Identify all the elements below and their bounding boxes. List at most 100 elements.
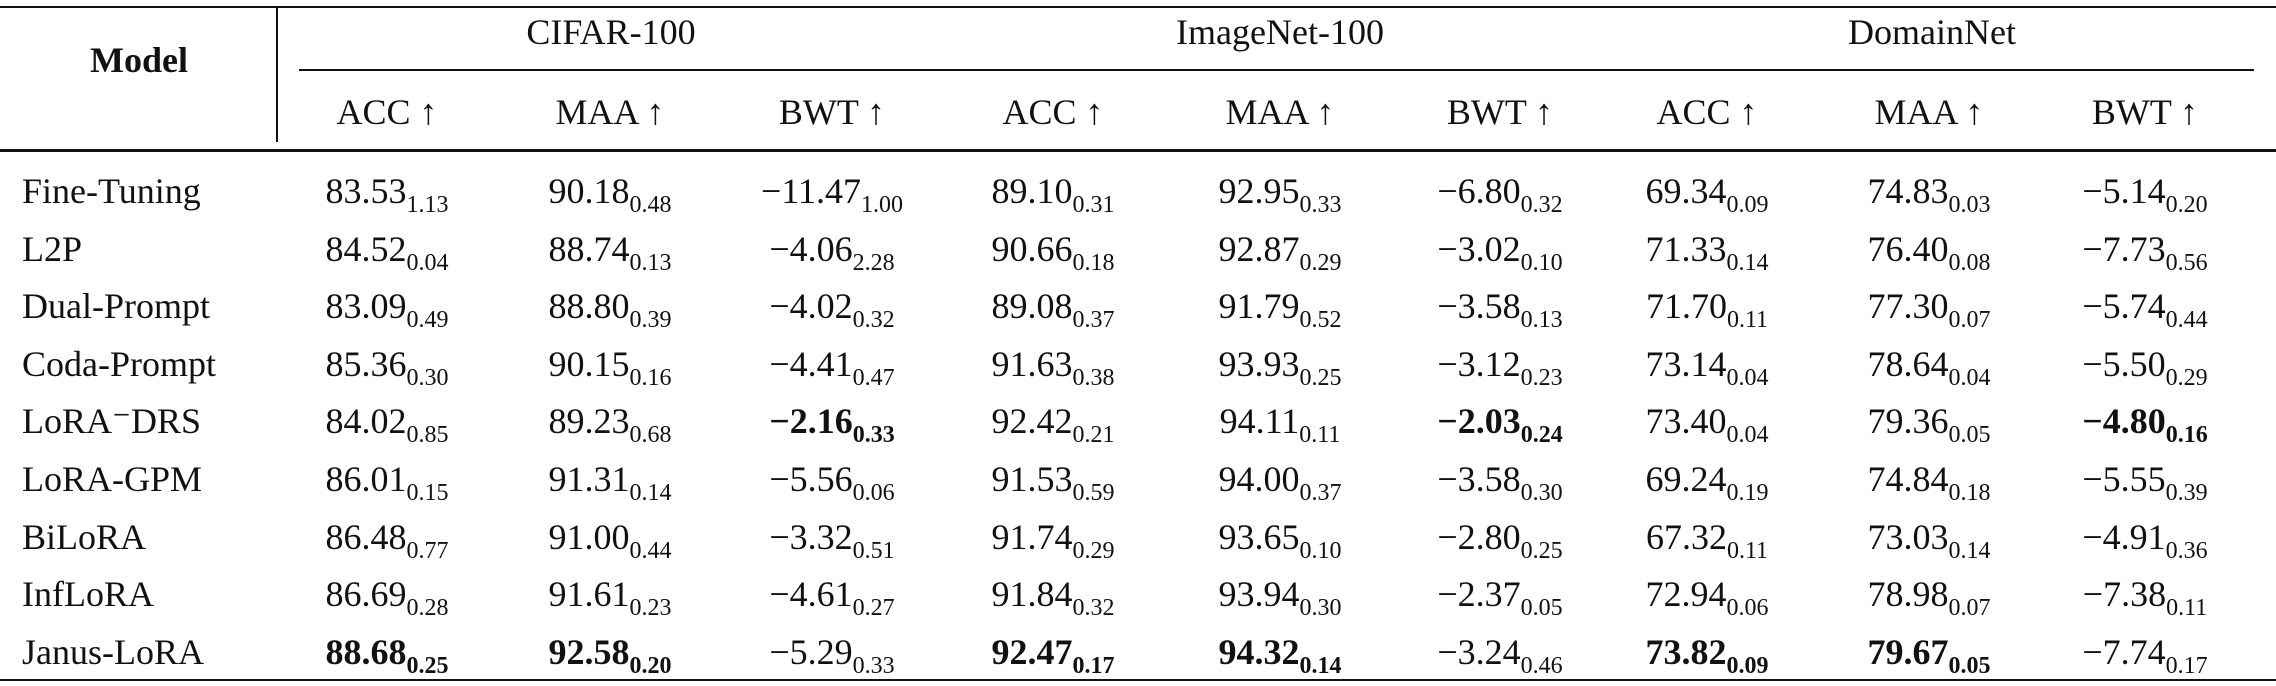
cell: 93.650.10	[1218, 516, 1342, 563]
cell-value: −2.03	[1437, 401, 1521, 442]
cell-std: 0.11	[1726, 307, 1769, 334]
cell-std: 0.04	[406, 249, 449, 276]
cell-std: 0.09	[1726, 192, 1769, 218]
cell: 91.610.23	[548, 574, 672, 620]
cell: 89.100.31	[992, 173, 1115, 217]
cell-std: 0.18	[1072, 249, 1115, 276]
cell-value: 93.93	[1218, 343, 1300, 384]
cell-value: 71.70	[1645, 286, 1727, 327]
cell-std: 0.29	[2165, 364, 2208, 391]
cell-std: 0.44	[2165, 307, 2208, 334]
cell: 86.690.28	[326, 576, 449, 620]
cell-value: 91.74	[991, 516, 1073, 557]
cell: −11.471.00	[761, 173, 903, 217]
cell-value: 91.84	[991, 574, 1073, 615]
cell: −3.320.51	[769, 516, 894, 563]
cell: 71.330.14	[1646, 231, 1769, 275]
cell-std: 0.33	[852, 422, 895, 449]
cell-std: 0.38	[1072, 364, 1115, 391]
cell-value: 83.09	[325, 286, 407, 327]
cell-std: 0.06	[1726, 595, 1769, 622]
cell-std: 0.07	[1948, 307, 1991, 334]
cell-value: 90.18	[548, 171, 630, 211]
cell: 72.940.06	[1646, 576, 1769, 620]
group-header: CIFAR-100	[526, 12, 696, 52]
cell-std: 0.32	[852, 307, 895, 334]
model-name: LoRA-GPM	[22, 459, 203, 499]
cell: 71.700.11	[1645, 286, 1768, 332]
cell-value: 91.63	[991, 343, 1073, 384]
cell-std: 0.04	[1948, 364, 1991, 391]
cell-std: 0.31	[1072, 192, 1115, 218]
cell-std: 0.09	[1726, 652, 1769, 679]
cell-value: −4.41	[769, 343, 853, 384]
cell-std: 0.68	[629, 422, 672, 449]
cell-std: 0.44	[629, 537, 672, 564]
cell-std: 0.77	[406, 537, 449, 564]
cell: 88.680.25	[326, 634, 449, 678]
cell: −2.160.33	[769, 401, 895, 447]
model-name: Janus-LoRA	[22, 631, 204, 672]
model-name: BiLoRA	[22, 516, 147, 557]
cell-value: 67.32	[1645, 516, 1727, 557]
cell-value: −5.74	[2082, 286, 2166, 327]
cell: −5.740.44	[2082, 286, 2207, 332]
cell: 86.010.15	[326, 461, 449, 505]
cell: −4.020.32	[769, 288, 894, 332]
cell: 91.740.29	[991, 516, 1115, 563]
cell: −5.140.20	[2082, 171, 2207, 217]
cell-value: −3.58	[1437, 459, 1521, 499]
cell-std: 0.14	[629, 480, 672, 506]
cell-std: 0.30	[1520, 480, 1563, 506]
cell-std: 0.08	[1948, 249, 1991, 276]
cell-value: −7.73	[2082, 228, 2166, 269]
cell-value: 83.53	[325, 171, 407, 211]
cell: −7.740.17	[2082, 634, 2207, 678]
cell-std: 0.32	[1520, 192, 1563, 218]
cell: 92.950.33	[1219, 173, 1342, 217]
cell-std: 0.24	[1520, 422, 1563, 449]
cell-std: 0.14	[1726, 249, 1769, 276]
cell-value: 93.65	[1218, 516, 1300, 557]
cell: −4.800.16	[2082, 403, 2208, 447]
cell: 84.520.04	[326, 231, 449, 275]
cell-value: −3.02	[1437, 228, 1521, 269]
cell: −4.910.36	[2082, 516, 2207, 563]
cell-std: 0.39	[2165, 480, 2208, 506]
cell-std: 0.33	[852, 652, 895, 679]
cell: 67.320.11	[1645, 516, 1768, 563]
cell-value: 73.82	[1645, 631, 1727, 672]
cell-std: 0.37	[1072, 307, 1115, 334]
cell: 94.000.37	[1219, 461, 1342, 505]
cell-value: −3.24	[1437, 631, 1521, 672]
cell: 73.140.04	[1646, 346, 1769, 390]
cell-std: 2.28	[852, 249, 895, 276]
cell-value: −3.32	[769, 516, 853, 557]
cell-value: 90.15	[548, 343, 630, 384]
cell-value: −4.61	[769, 574, 853, 615]
cell-std: 0.13	[1520, 307, 1563, 334]
cell-value: −2.16	[769, 401, 853, 442]
cell-value: 76.40	[1867, 228, 1949, 269]
cell: 76.400.08	[1867, 228, 1991, 275]
cell-value: −3.58	[1437, 286, 1521, 327]
cell: 79.360.05	[1868, 403, 1991, 447]
model-name: InfLoRA	[22, 574, 154, 615]
cell: 73.400.04	[1645, 401, 1769, 447]
group-header: DomainNet	[1848, 12, 2016, 52]
cell-value: 73.40	[1645, 401, 1727, 442]
cell: 79.670.05	[1868, 634, 1991, 678]
cell-std: 0.49	[406, 307, 449, 334]
cell-value: −4.91	[2082, 516, 2166, 557]
cell-std: 0.21	[1072, 422, 1115, 449]
cell-std: 0.52	[1299, 307, 1342, 334]
cell: −5.550.39	[2082, 461, 2207, 505]
cell-value: 89.23	[548, 401, 630, 442]
cell-value: 91.61	[548, 574, 630, 615]
cell-value: 88.74	[548, 228, 630, 269]
cell-value: −5.14	[2082, 171, 2166, 211]
cell-value: 92.47	[991, 631, 1073, 672]
cell: 92.580.20	[549, 634, 672, 678]
metric-header: BWT ↑	[2091, 92, 2199, 132]
